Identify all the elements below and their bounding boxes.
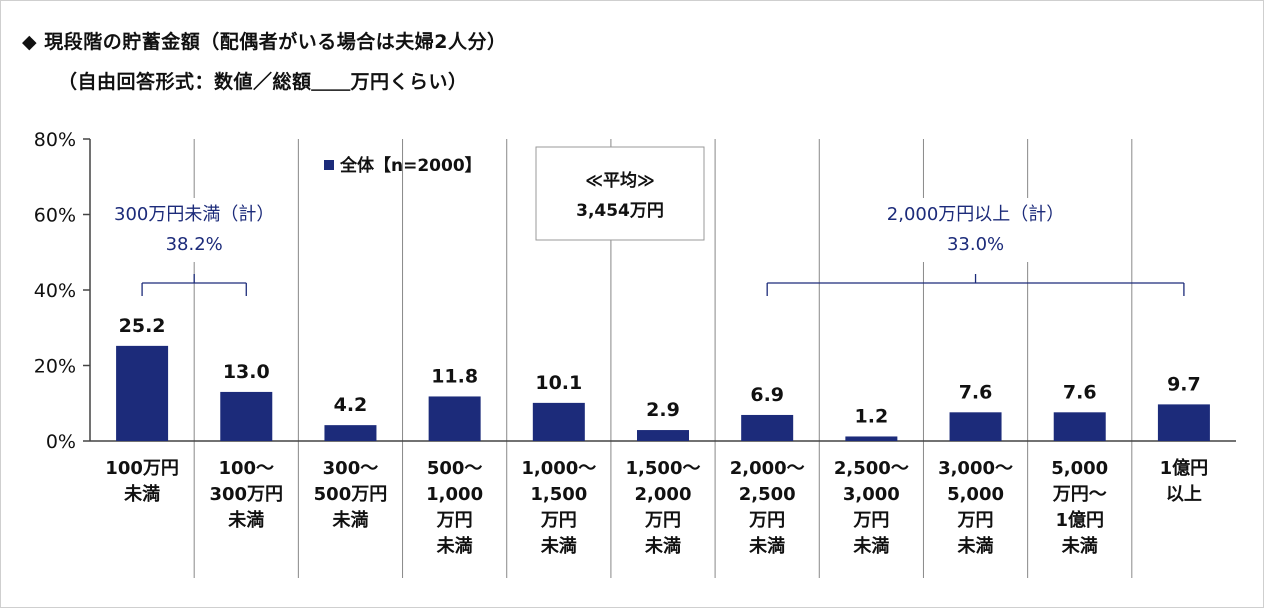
x-tick-label: 1,500～ [626, 458, 701, 479]
y-tick-label: 40% [34, 280, 76, 302]
x-tick-label: 未満 [749, 535, 785, 557]
average-box-title: ≪平均≫ [585, 170, 655, 191]
legend-swatch [324, 160, 334, 170]
data-label: 4.2 [334, 394, 368, 416]
x-tick-label: 万円 [852, 510, 889, 531]
group-annotation-label: 2,000万円以上（計） [887, 204, 1065, 225]
x-tick-label: 未満 [958, 535, 994, 557]
y-tick-label: 60% [34, 205, 76, 227]
data-label: 10.1 [535, 372, 582, 394]
x-tick-label: 未満 [332, 509, 368, 531]
data-label: 7.6 [1063, 381, 1097, 403]
x-tick-label: 2,000～ [730, 458, 805, 479]
x-tick-label: 3,000 [843, 484, 900, 505]
x-tick-label: 1億円 [1055, 509, 1104, 531]
x-tick-label: 1,500 [530, 484, 587, 505]
bar [324, 425, 377, 441]
x-tick-label: 100万円 [105, 458, 179, 479]
annotation-background [870, 198, 1081, 262]
x-tick-label: 万円 [748, 510, 785, 531]
data-label: 11.8 [431, 365, 478, 387]
x-tick-label: 未満 [1062, 535, 1098, 557]
data-label: 9.7 [1167, 373, 1201, 395]
x-tick-label: 300～ [323, 458, 379, 479]
average-box-value: 3,454万円 [576, 201, 664, 221]
average-box [535, 146, 705, 241]
legend-label: 全体【n=2000】 [339, 155, 482, 176]
x-tick-label: 2,000 [635, 484, 692, 505]
x-tick-label: 未満 [124, 483, 160, 505]
data-label: 1.2 [855, 405, 889, 427]
bar [637, 430, 689, 441]
x-tick-label: 2,500～ [834, 458, 909, 479]
x-tick-label: 未満 [437, 535, 473, 557]
data-label: 25.2 [119, 315, 166, 337]
x-tick-label: 2,500 [739, 484, 796, 505]
group-annotation-label: 300万円未満（計） [114, 204, 274, 225]
x-tick-label: 未満 [853, 535, 889, 557]
y-tick-label: 0% [46, 431, 76, 453]
data-label: 2.9 [646, 399, 680, 421]
group-annotation-value: 33.0% [947, 234, 1004, 255]
bar [1157, 404, 1210, 441]
bar [949, 412, 1002, 441]
x-tick-label: 万円 [540, 510, 577, 531]
x-tick-label: 万円 [957, 510, 994, 531]
bar [220, 391, 273, 441]
x-tick-label: 1,000 [426, 484, 483, 505]
x-tick-label: 万円 [644, 510, 681, 531]
x-tick-label: 未満 [541, 535, 577, 557]
bar [116, 345, 169, 441]
x-tick-label: 万円～ [1052, 484, 1107, 505]
x-tick-label: 万円 [436, 510, 473, 531]
y-tick-label: 80% [34, 129, 76, 151]
bar [741, 414, 794, 441]
y-tick-label: 20% [34, 356, 76, 378]
x-tick-label: 未満 [228, 509, 264, 531]
annotation-background [94, 198, 295, 262]
chart-title: ◆ 現段階の貯蓄金額（配偶者がいる場合は夫婦2人分） [22, 31, 507, 53]
x-tick-label: 5,000 [947, 484, 1004, 505]
x-tick-label: 以上 [1166, 484, 1202, 505]
data-label: 7.6 [959, 381, 993, 403]
x-tick-label: 100～ [218, 458, 274, 479]
x-tick-label: 500～ [427, 458, 483, 479]
bar [845, 436, 898, 441]
data-label: 13.0 [223, 361, 270, 383]
x-tick-label: 未満 [645, 535, 681, 557]
x-tick-label: 500万円 [314, 484, 388, 505]
x-tick-label: 1億円 [1160, 457, 1209, 479]
x-tick-label: 1,000～ [521, 458, 596, 479]
data-label: 6.9 [750, 384, 784, 406]
bar [428, 396, 481, 441]
group-annotation-value: 38.2% [166, 234, 223, 255]
x-tick-label: 3,000～ [938, 458, 1013, 479]
bar [1053, 412, 1106, 441]
x-tick-label: 300万円 [209, 484, 283, 505]
bar [532, 402, 585, 441]
x-tick-label: 5,000 [1051, 458, 1108, 479]
chart-subtitle: （自由回答形式：数値／総額＿＿万円くらい） [58, 71, 468, 93]
